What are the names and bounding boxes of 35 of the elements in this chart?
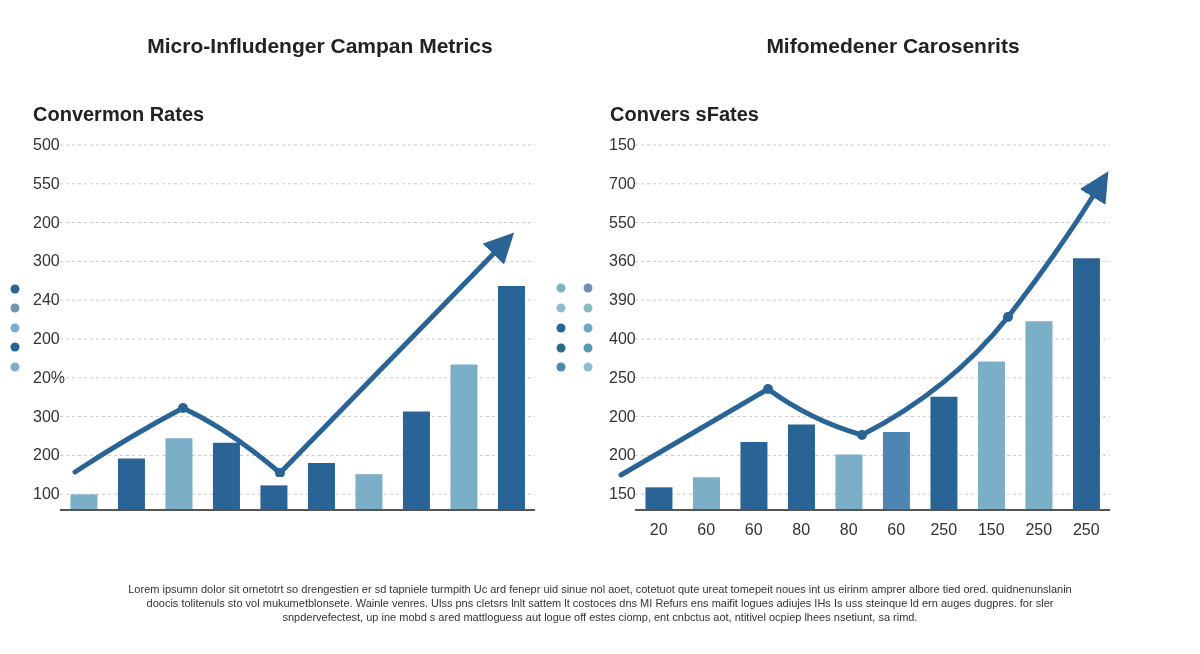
text: 200 (33, 213, 60, 232)
text: 100 (33, 485, 60, 504)
text: 240 (33, 291, 60, 310)
x-tick-label: 80 (839, 521, 858, 539)
text: 550 (609, 213, 636, 232)
chart-subtitle: Convers sFates (610, 103, 759, 126)
x-tick-label: 60 (744, 521, 763, 539)
annotation: 200 (609, 446, 636, 465)
annotation: 250 (609, 368, 636, 387)
x-tick-label: 150 (977, 521, 1005, 539)
text: Lorem ipsumn dolor sit ornetotrt so drengestien er sd tapniele turmpith Uc ard fenepr uid sinue nol aoet, cotetuot qute ureat tomepeit noues int us eirinm amprer albore tied ored. quidnenunslanin doocis tolitenuls sto vol mukumetblonsete. Wainle venres. Ulss pns cletsrs lnlt sattem lt costoces dns MI Refurs ens maifit logues adiujes IHs Is uss steinque ld ern auges dugpres. for sler snpdervefectest, up ine mobd s ared mattloguess aut logue off estes ciomp, ent cnbctus aot, ntitivel ocpiep lhees nsetiunt, sa rimd. (127, 582, 1073, 624)
x-tick-label: 20 (649, 521, 668, 539)
text: 200 (33, 446, 60, 465)
x-tick-label: 250 (930, 521, 958, 539)
annotation: 400 (609, 330, 636, 348)
text: 200 (33, 330, 60, 348)
text: 700 (609, 174, 636, 193)
text: 500 (33, 136, 60, 154)
annotation: 150 (609, 485, 636, 504)
text: 300 (33, 252, 60, 271)
x-tick-label: 60 (697, 521, 716, 539)
x-tick-label: 250 (1025, 521, 1053, 539)
chart-subtitle: Convermon Rates (33, 103, 205, 126)
x-tick-label: 80 (792, 521, 811, 539)
x-tick-label: 60 (887, 521, 906, 539)
annotation: 390 (609, 291, 636, 310)
text: 150 (609, 136, 636, 154)
annotation: 360 (609, 252, 636, 271)
annotation: 200 (609, 407, 636, 426)
x-tick-label: 250 (1072, 521, 1100, 539)
annotation: 20% (33, 368, 66, 387)
text: 300 (33, 407, 60, 426)
chart-title: Micro-Infludenger Campan Metrics (146, 34, 494, 58)
text: 550 (33, 174, 60, 193)
chart-title: Mifomedener Carosenrits (765, 34, 1021, 58)
